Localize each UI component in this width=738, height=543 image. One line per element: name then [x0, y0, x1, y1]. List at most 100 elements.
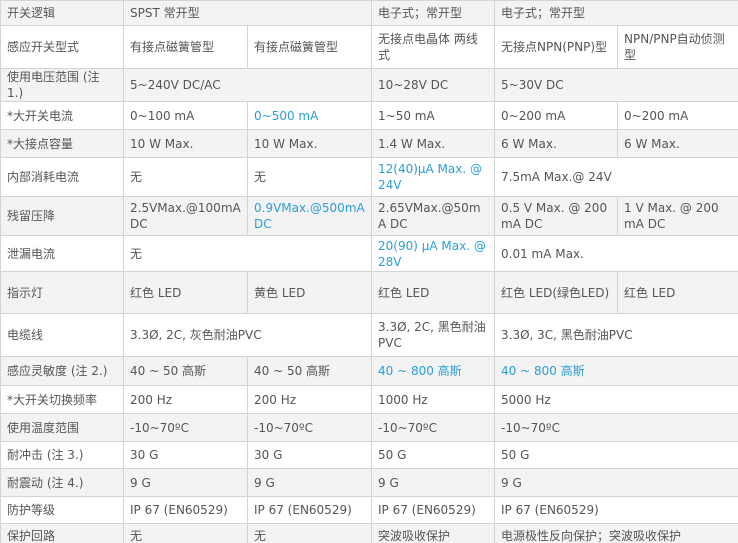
row-label: 内部消耗电流 — [0, 157, 124, 197]
table-row: *大接点容量 10 W Max. 10 W Max. 1.4 W Max. 6 W Ma… — [0, 129, 738, 158]
table-cell: NPN/PNP自动侦测型 — [616, 25, 738, 69]
table-cell: 0~200 mA — [494, 101, 618, 130]
row-label: 指示灯 — [0, 271, 124, 314]
table-cell: 30 G — [247, 441, 372, 469]
table-row: 残留压降 2.5VMax.@100mA DC 0.9VMax.@500mA DC 2.… — [0, 196, 738, 236]
table-cell: 红色 LED(绿色LED) — [494, 271, 618, 314]
table-row: 电缆线 3.3Ø, 2C, 灰色耐油PVC 3.3Ø, 2C, 黑色耐油PVC 3.3… — [0, 313, 738, 357]
table-cell: 3.3Ø, 2C, 黑色耐油PVC — [371, 313, 495, 357]
table-row: 使用电压范围 (注 1.) 5~240V DC/AC 10~28V DC 5~30V … — [0, 68, 738, 102]
table-cell: 50 G — [493, 441, 738, 469]
table-cell: 9 G — [493, 468, 738, 497]
table-cell: 10 W Max. — [247, 129, 372, 158]
row-label: *大接点容量 — [0, 129, 124, 158]
table-cell: 5000 Hz — [493, 385, 738, 414]
table-row: 使用温度范围 -10~70ºC -10~70ºC -10~70ºC -10~70ºC — [0, 413, 738, 442]
table-cell: 无接点电晶体 两线式 — [371, 25, 495, 69]
table-cell: 50 G — [371, 441, 495, 469]
table-cell: 6 W Max. — [616, 129, 738, 158]
table-row: 防护等级 IP 67 (EN60529) IP 67 (EN60529) IP 67 … — [0, 496, 738, 524]
table-row: 指示灯 红色 LED 黄色 LED 红色 LED 红色 LED(绿色LED) 红色 LED — [0, 271, 738, 314]
row-label: 感应灵敏度 (注 2.) — [0, 356, 124, 386]
table-cell: 0~200 mA — [616, 101, 738, 130]
row-label: 防护等级 — [0, 496, 124, 524]
table-cell: -10~70ºC — [123, 413, 248, 442]
table-cell: 电子式；常开型 — [371, 0, 495, 26]
table-cell: 红色 LED — [616, 271, 738, 314]
table-cell: 无 — [123, 235, 372, 272]
table-row: 感应灵敏度 (注 2.) 40 ~ 50 高斯 40 ~ 50 高斯 40 ~ 800… — [0, 356, 738, 386]
table-cell: 40 ~ 800 高斯 — [493, 356, 738, 386]
row-label: 耐震动 (注 4.) — [0, 468, 124, 497]
table-row: *大开关电流 0~100 mA 0~500 mA 1~50 mA 0~200 mA 0~2… — [0, 101, 738, 130]
table-cell: 有接点磁簧管型 — [247, 25, 372, 69]
row-label: 感应开关型式 — [0, 25, 124, 69]
table-cell: 无 — [247, 523, 372, 543]
row-label: 开关逻辑 — [0, 0, 124, 26]
table-cell: 2.65VMax.@50mA DC — [371, 196, 495, 236]
table-cell: 40 ~ 800 高斯 — [371, 356, 495, 386]
table-cell: 突波吸收保护 — [371, 523, 495, 543]
table-cell: 10~28V DC — [371, 68, 495, 102]
table-cell: -10~70ºC — [247, 413, 372, 442]
table-cell: 9 G — [123, 468, 248, 497]
row-label: 使用电压范围 (注 1.) — [0, 68, 124, 102]
table-cell: 12(40)μA Max. @ 24V — [371, 157, 495, 197]
table-cell: IP 67 (EN60529) — [123, 496, 248, 524]
table-cell: 9 G — [247, 468, 372, 497]
row-label: 使用温度范围 — [0, 413, 124, 442]
table-cell: 电源极性反向保护；突波吸收保护 — [493, 523, 738, 543]
table-row: 保护回路无无突波吸收保护 电源极性反向保护；突波吸收保护 — [0, 523, 738, 543]
table-cell: 电子式；常开型 — [493, 0, 738, 26]
table-cell: 1 V Max. @ 200 mA DC — [616, 196, 738, 236]
table-cell: 9 G — [371, 468, 495, 497]
table-row: 耐冲击 (注 3.) 30 G 30 G 50 G 50 G — [0, 441, 738, 469]
table-cell: 6 W Max. — [494, 129, 618, 158]
row-label: 电缆线 — [0, 313, 124, 357]
table-cell: 无 — [123, 157, 248, 197]
table-cell: 红色 LED — [371, 271, 495, 314]
table-cell: 2.5VMax.@100mA DC — [123, 196, 248, 236]
row-label: 残留压降 — [0, 196, 124, 236]
table-cell: 无 — [123, 523, 248, 543]
table-row: 开关逻辑 SPST 常开型 电子式；常开型 电子式；常开型 — [0, 0, 738, 26]
table-row: 感应开关型式 有接点磁簧管型 有接点磁簧管型 无接点电晶体 两线式 无接点NPN(PNP… — [0, 25, 738, 69]
table-cell: 黄色 LED — [247, 271, 372, 314]
table-row: 泄漏电流无 20(90) μA Max. @ 28V 0.01 mA Max. — [0, 235, 738, 272]
table-cell: 红色 LED — [123, 271, 248, 314]
table-cell: -10~70ºC — [493, 413, 738, 442]
table-cell: 0.01 mA Max. — [493, 235, 738, 272]
table-cell: IP 67 (EN60529) — [371, 496, 495, 524]
row-label: *大开关切换频率 — [0, 385, 124, 414]
row-label: *大开关电流 — [0, 101, 124, 130]
table-cell: 30 G — [123, 441, 248, 469]
table-cell: IP 67 (EN60529) — [493, 496, 738, 524]
table-cell: 0.9VMax.@500mA DC — [247, 196, 372, 236]
table-cell: IP 67 (EN60529) — [247, 496, 372, 524]
table-cell: SPST 常开型 — [123, 0, 372, 26]
table-cell: 10 W Max. — [123, 129, 248, 158]
table-cell: 无 — [247, 157, 372, 197]
table-cell: -10~70ºC — [371, 413, 495, 442]
table-cell: 0.5 V Max. @ 200 mA DC — [494, 196, 618, 236]
table-cell: 40 ~ 50 高斯 — [247, 356, 372, 386]
table-cell: 200 Hz — [123, 385, 248, 414]
table-row: *大开关切换频率 200 Hz 200 Hz 1000 Hz 5000 Hz — [0, 385, 738, 414]
table-cell: 5~240V DC/AC — [123, 68, 372, 102]
table-cell: 5~30V DC — [493, 68, 738, 102]
table-cell: 20(90) μA Max. @ 28V — [371, 235, 495, 272]
table-cell: 3.3Ø, 2C, 灰色耐油PVC — [123, 313, 372, 357]
table-cell: 1000 Hz — [371, 385, 495, 414]
table-cell: 有接点磁簧管型 — [123, 25, 248, 69]
table-cell: 40 ~ 50 高斯 — [123, 356, 248, 386]
table-cell: 200 Hz — [247, 385, 372, 414]
row-label: 耐冲击 (注 3.) — [0, 441, 124, 469]
table-cell: 1~50 mA — [371, 101, 495, 130]
row-label: 泄漏电流 — [0, 235, 124, 272]
table-cell: 1.4 W Max. — [371, 129, 495, 158]
table-cell: 0~500 mA — [247, 101, 372, 130]
table-cell: 0~100 mA — [123, 101, 248, 130]
